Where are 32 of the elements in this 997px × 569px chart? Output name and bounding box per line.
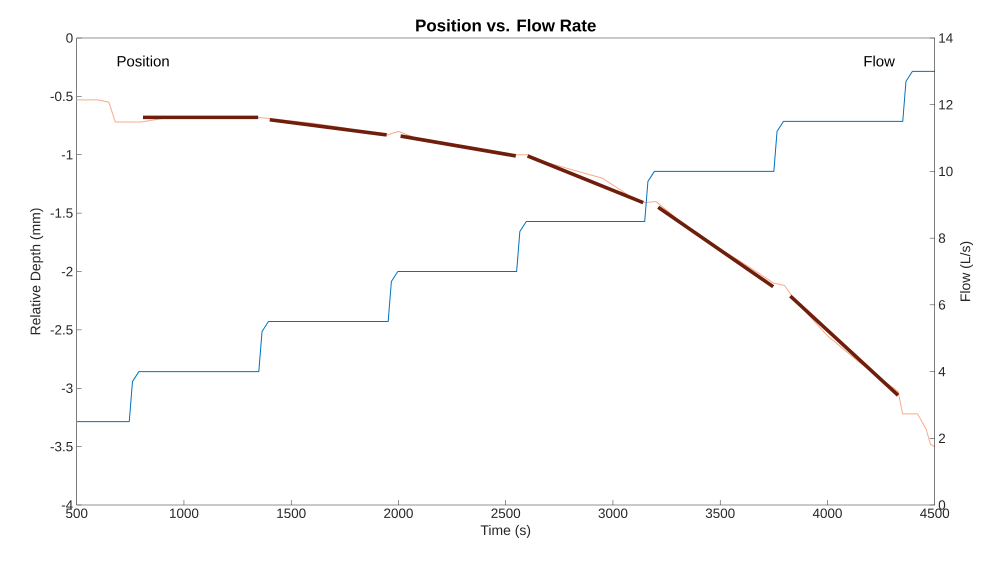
y-tick-label: -2	[62, 266, 73, 276]
y2-tick-label: 10	[939, 166, 953, 176]
y2-axis-title: Flow (L/s)	[960, 242, 974, 301]
y-tick-label: -4	[62, 500, 73, 510]
y2-tick-label: 8	[938, 233, 946, 243]
y2-tick-label: 12	[939, 100, 953, 110]
x-tick-label: 1500	[277, 508, 306, 518]
y-tick-label: -2.5	[50, 325, 73, 335]
y2-tick-label: 4	[938, 366, 946, 376]
x-tick-label: 3000	[598, 508, 628, 518]
y2-tick-label: 2	[938, 434, 946, 443]
x-tick-label: 3500	[706, 508, 735, 518]
x-tick-label: 2000	[384, 508, 413, 518]
y-tick-label: -3	[62, 383, 73, 394]
y2-tick-label: 0	[938, 500, 946, 510]
x-axis-title: Time (s)	[480, 524, 530, 538]
y-tick-label: 0	[66, 33, 73, 43]
y-tick-label: -0.5	[50, 92, 73, 102]
x-tick-label: 4000	[812, 508, 842, 518]
y-tick-label: -1	[62, 150, 73, 160]
x-tick-label: 1000	[170, 508, 198, 518]
text: Position	[118, 56, 169, 67]
y2-tick-label: 14	[939, 33, 953, 43]
series-label: Flow	[864, 56, 895, 67]
y-tick-label: -1.5	[50, 208, 73, 218]
x-tick-label: 4500	[920, 508, 950, 518]
y-tick-label: -3.5	[50, 442, 73, 452]
y-axis-title: Relative Depth (mm)	[30, 208, 44, 334]
x-tick-label: 2500	[491, 508, 520, 518]
x-tick-label: 500	[66, 508, 88, 518]
y2-tick-label: 6	[938, 300, 946, 310]
chart-title: Position vs. Flow Rate	[416, 19, 596, 32]
